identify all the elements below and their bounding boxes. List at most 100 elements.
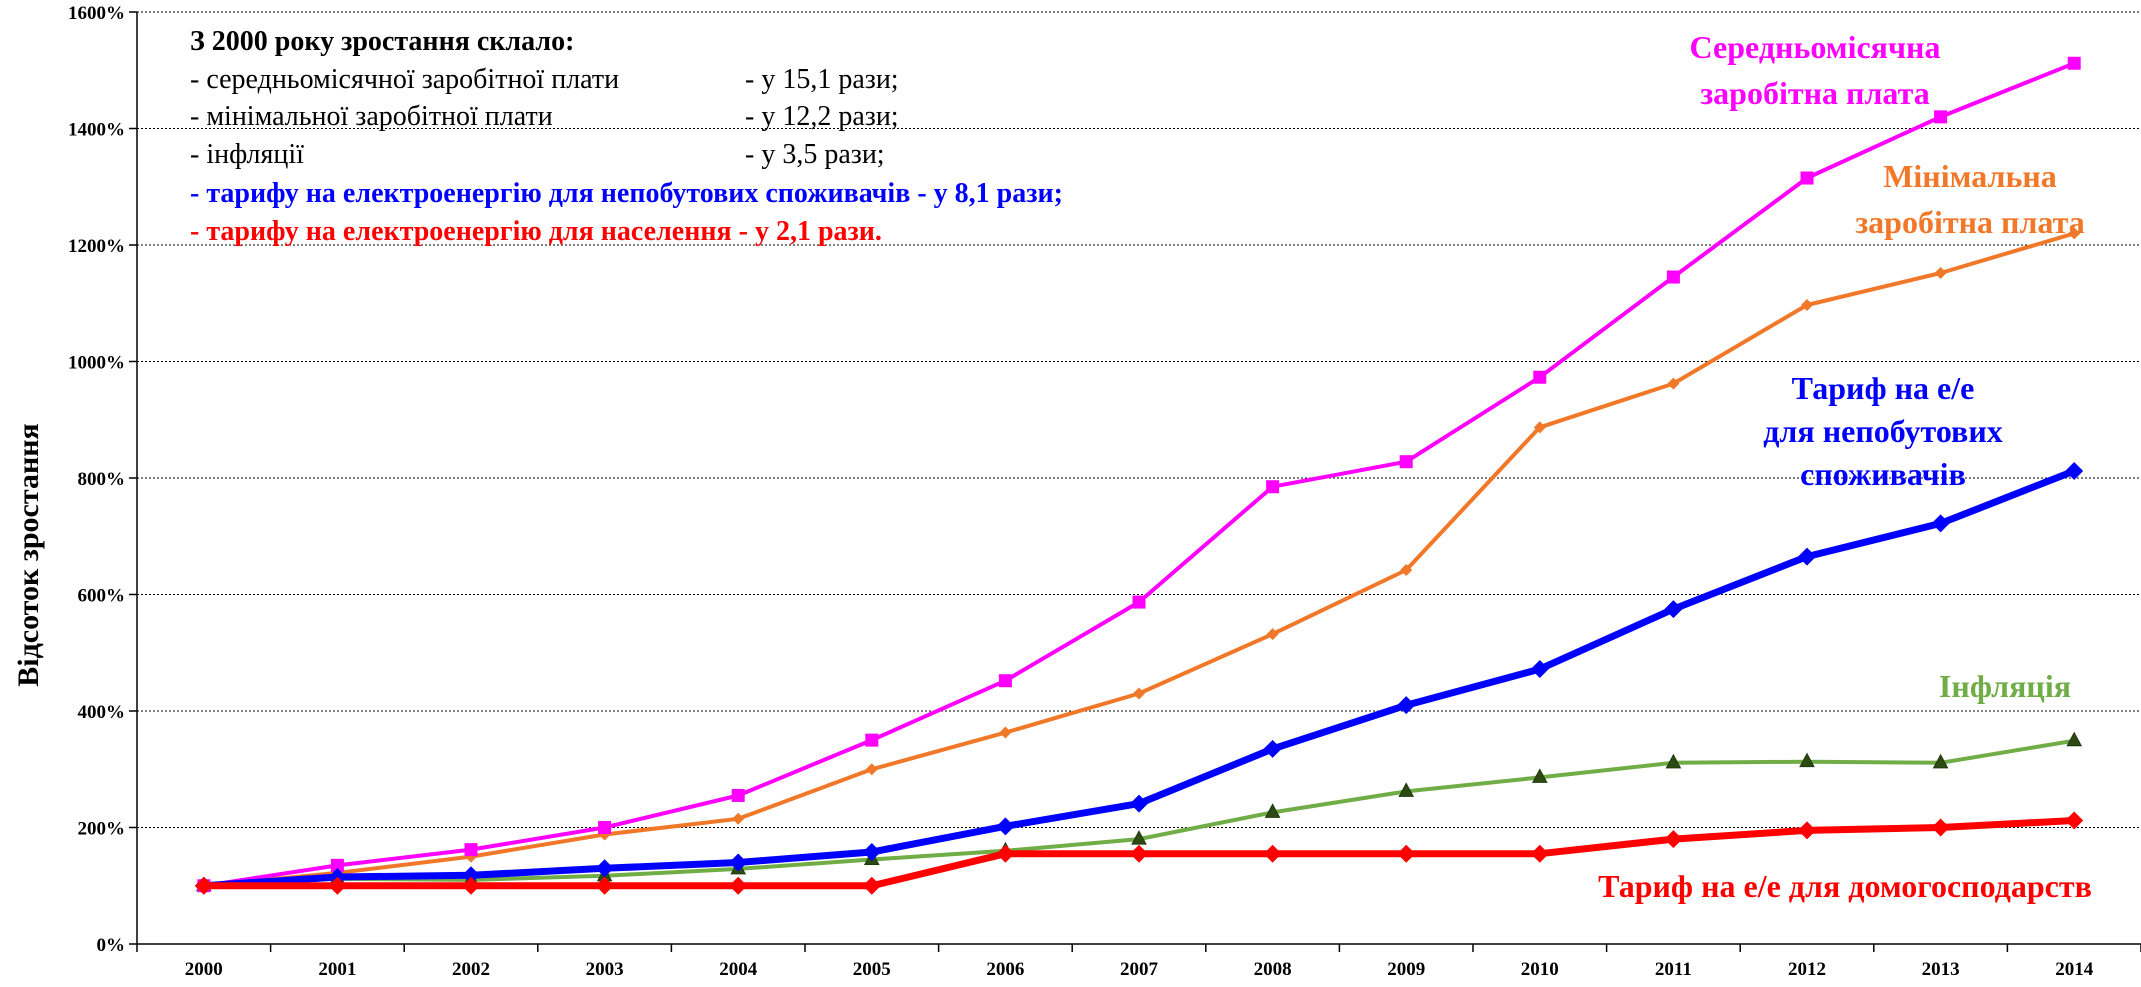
series-1-point-2014 (2068, 227, 2081, 240)
series-3-point-2007 (1131, 830, 1147, 845)
grid-layer (137, 11, 2141, 828)
series-3-point-2008 (1264, 803, 1281, 818)
series-label-0-line-0: Середньомісячна (1690, 29, 1941, 65)
y-axis-title: Відсоток зростання (12, 423, 45, 687)
series-0-point-2004 (731, 788, 745, 802)
series-4-point-2011 (1664, 830, 1683, 849)
x-tick-label-2012: 2012 (1788, 959, 1826, 980)
x-tick-label-2006: 2006 (986, 959, 1024, 980)
series-2-point-2014 (2065, 462, 2084, 481)
series-2-point-2009 (1397, 696, 1416, 715)
annotation-row-0-value: - у 15,1 рази; (745, 64, 899, 95)
x-tick-label-2013: 2013 (1922, 959, 1960, 980)
series-4-point-2000 (194, 876, 213, 895)
series-4-point-2012 (1798, 821, 1816, 840)
y-tick-label-800: 800% (78, 469, 126, 490)
series-0-point-2007 (1132, 595, 1146, 609)
y-tick-label-1000: 1000% (68, 353, 125, 374)
series-4-point-2004 (729, 876, 748, 895)
series-1-point-2004 (732, 812, 745, 825)
x-tick-label-2011: 2011 (1655, 959, 1692, 980)
series-0-point-2014 (2067, 56, 2081, 70)
annotation-row-2-value: - у 3,5 рази; (745, 139, 885, 170)
series-layer (194, 56, 2084, 895)
series-line-2 (200, 467, 2078, 890)
y-tick-label-400: 400% (78, 702, 126, 723)
series-3-point-2013 (1932, 753, 1949, 769)
series-2-point-2012 (1798, 547, 1816, 566)
series-4-point-2009 (1397, 844, 1416, 863)
series-0-point-2001 (330, 858, 344, 872)
series-2-point-2013 (1931, 514, 1950, 533)
annotation-row-1: - мінімальної заробітної плати - у 12,2 р… (190, 101, 899, 132)
series-3-point-2014 (2066, 731, 2083, 747)
annotation-row-2-label: - інфляції (190, 139, 304, 170)
series-1-point-2013 (1934, 266, 1947, 279)
series-2-point-2010 (1530, 660, 1549, 679)
label-layer: Середньомісячна заробітна плата Мінімальна… (1598, 29, 2092, 904)
series-0-point-2006 (998, 674, 1012, 688)
series-1-point-2012 (1801, 298, 1813, 311)
series-3-point-2012 (1799, 752, 1815, 768)
series-4-point-2007 (1130, 844, 1148, 863)
annotation-row-0: - середньомісячної заробітної плати - у 1… (190, 64, 899, 95)
x-tick-label-2014: 2014 (2055, 959, 2094, 980)
annotation-row-3: - тарифу на електроенергію для непобутов… (190, 178, 1063, 209)
annotation-row-1-label: - мінімальної заробітної плати (190, 101, 553, 132)
y-tick-label-1200: 1200% (68, 236, 125, 257)
series-4-point-2005 (862, 876, 881, 895)
series-1-point-2008 (1266, 628, 1279, 641)
series-0-point-2011 (1666, 270, 1680, 284)
series-line-3 (201, 738, 2077, 888)
annotation-box: З 2000 року зростання склало: - середньом… (190, 26, 1063, 247)
x-tick-label-2002: 2002 (452, 959, 490, 980)
series-3-point-2011 (1665, 753, 1682, 769)
series-2-point-2006 (996, 817, 1015, 836)
x-tick-label-2007: 2007 (1120, 959, 1159, 980)
series-3-point-2010 (1531, 768, 1548, 783)
annotation-row-4-label: - тарифу на електроенергію для населення… (190, 216, 882, 247)
series-4-point-2001 (328, 876, 347, 895)
series-1-point-2010 (1533, 421, 1546, 434)
series-1-point-2007 (1133, 687, 1145, 700)
series-1-point-2011 (1667, 377, 1680, 390)
series-0-point-2003 (598, 821, 612, 834)
series-2-point-2008 (1263, 739, 1282, 758)
series-label-3-line-0: Інфляція (1939, 668, 2071, 704)
y-tick-label-1600: 1600% (68, 3, 125, 24)
series-4-point-2006 (996, 844, 1015, 863)
series-label-0-line-1: заробітна плата (1700, 75, 1929, 111)
annotation-heading: З 2000 року зростання склало: (190, 26, 574, 57)
x-tick-label-2008: 2008 (1254, 959, 1292, 980)
series-4-point-2013 (1931, 818, 1950, 837)
series-4-point-2014 (2065, 811, 2084, 830)
series-0-point-2002 (464, 843, 478, 857)
x-tick-label-2000: 2000 (185, 959, 223, 980)
series-label-1-line-1: заробітна плата (1855, 204, 2084, 240)
series-1-point-2009 (1400, 564, 1413, 577)
series-0-point-2005 (865, 733, 879, 747)
series-1-point-2006 (999, 726, 1012, 739)
series-label-1-line-0: Мінімальна (1883, 158, 2057, 194)
series-label-4-line-0: Тариф на е/е для домогосподарств (1598, 868, 2092, 904)
series-2-point-2007 (1130, 794, 1148, 813)
series-4-point-2010 (1530, 844, 1549, 863)
series-0-point-2008 (1266, 480, 1280, 494)
y-tick-label-1400: 1400% (68, 120, 125, 141)
x-tick-label-2005: 2005 (853, 959, 891, 980)
series-0-point-2009 (1399, 455, 1413, 469)
annotation-row-2: - інфляції - у 3,5 рази; (190, 139, 885, 170)
series-2-point-2002 (462, 866, 480, 885)
y-tick-label-0: 0% (97, 935, 126, 956)
series-2-point-2004 (729, 853, 748, 872)
annotation-row-0-label: - середньомісячної заробітної плати (190, 64, 619, 95)
x-tick-label-2010: 2010 (1521, 959, 1559, 980)
series-2-point-2011 (1664, 600, 1683, 619)
x-tick-label-2009: 2009 (1387, 959, 1425, 980)
series-label-2-line-0: Тариф на е/е (1792, 370, 1975, 406)
axis-layer: 0% 200% 400% 600% 800% 1000% 1200% 1400% 1600% 20… (68, 3, 2141, 980)
y-tick-label-600: 600% (78, 586, 126, 607)
series-0-point-2010 (1533, 370, 1547, 384)
annotation-row-4: - тарифу на електроенергію для населення… (190, 216, 882, 247)
